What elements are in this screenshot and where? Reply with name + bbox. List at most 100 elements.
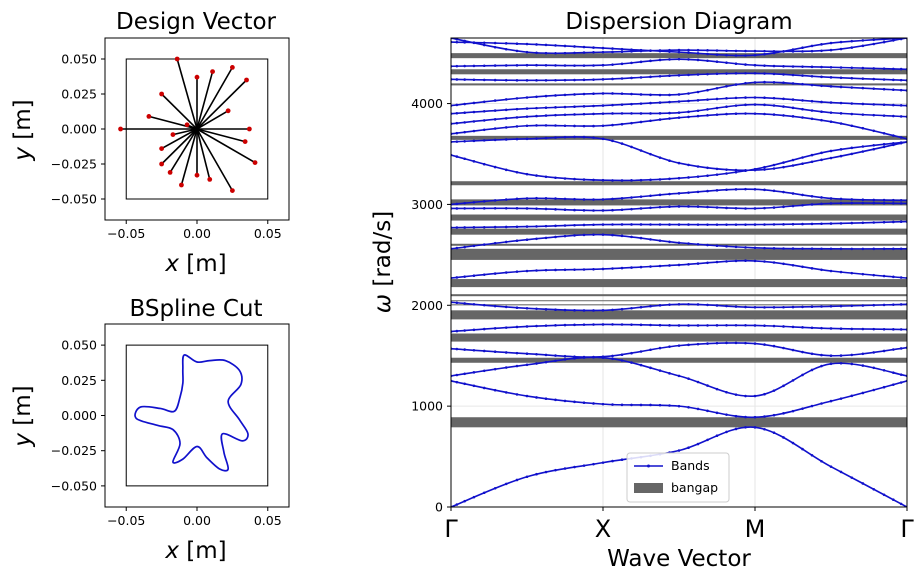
dispersion-band-point — [715, 53, 719, 56]
dispersion-band-point — [850, 152, 854, 156]
dispersion-band-point — [829, 41, 833, 45]
dispersion-band-point — [753, 342, 757, 345]
dispersion-band-point — [630, 351, 633, 355]
dispersion-band-point — [592, 136, 595, 139]
dispersion-band-point — [696, 223, 700, 226]
dispersion-band-point — [791, 409, 795, 413]
dispersion-band-point — [892, 198, 895, 202]
dispersion-band-point — [630, 207, 633, 211]
dispersion-band-point — [582, 233, 586, 237]
design-vector-spoke — [196, 128, 211, 180]
design-vector-y-var: y — [10, 147, 36, 162]
dispersion-band-point — [535, 43, 538, 46]
dispersion-band-point — [753, 103, 757, 106]
dispersion-band-point — [455, 380, 459, 384]
dispersion-band-point — [482, 162, 486, 166]
dispersion-band-point — [504, 326, 508, 329]
design-vector-point — [194, 172, 200, 178]
dispersion-band-point — [658, 264, 662, 268]
dispersion-band-point — [839, 354, 843, 357]
dispersion-band-point — [872, 327, 876, 331]
dispersion-band-point — [472, 244, 476, 248]
dispersion-band-point — [525, 225, 529, 228]
design-vector-y-tick-label: 0.050 — [61, 52, 97, 67]
dispersion-band-point — [620, 359, 624, 362]
dispersion-band-point — [801, 46, 804, 50]
dispersion-band-point — [601, 63, 605, 67]
dispersion-band-point — [706, 223, 709, 226]
dispersion-band-point — [544, 106, 548, 110]
dispersion-band-point — [554, 208, 557, 211]
dispersion-band-point — [829, 111, 833, 114]
dispersion-band-point — [882, 247, 886, 251]
bspline-x-label: x [m] — [164, 538, 226, 564]
dispersion-band-point — [687, 242, 690, 245]
dispersion-band-point — [573, 105, 576, 108]
dispersion-band-point — [620, 458, 624, 462]
design-vector-spoke — [196, 67, 234, 130]
dispersion-band-point — [801, 350, 804, 354]
dispersion-band-point — [463, 382, 466, 386]
dispersion-band-point — [504, 351, 508, 354]
dispersion-band-point — [515, 478, 519, 482]
design-vector-points — [118, 56, 258, 194]
dispersion-band-point — [630, 235, 633, 239]
dispersion-band-point — [872, 487, 876, 491]
dispersion-band-point — [563, 93, 567, 97]
dispersion-band-point — [544, 470, 548, 474]
dispersion-band-point — [892, 328, 895, 331]
dispersion-band-point — [861, 198, 865, 202]
design-vector-x-label: x [m] — [164, 251, 226, 277]
dispersion-band-point — [791, 325, 795, 329]
dispersion-band-point — [772, 96, 776, 100]
dispersion-band-point — [753, 415, 757, 419]
dispersion-band-point — [810, 267, 814, 270]
dispersion-band-point — [782, 97, 785, 101]
dispersion-band-point — [677, 324, 681, 327]
dispersion-bandgap — [451, 135, 907, 140]
dispersion-bandgap — [451, 214, 907, 221]
dispersion-band-point — [715, 411, 719, 415]
dispersion-band-point — [592, 233, 595, 236]
dispersion-band-point — [725, 172, 728, 175]
dispersion-band-point — [601, 461, 605, 464]
dispersion-band-point — [504, 207, 508, 210]
dispersion-band-point — [611, 357, 614, 361]
dispersion-band-point — [658, 239, 662, 242]
dispersion-band-point — [763, 246, 766, 250]
dispersion-band-point — [592, 267, 595, 271]
dispersion-band-point — [573, 93, 576, 96]
dispersion-band-point — [829, 465, 833, 468]
dispersion-band-point — [801, 193, 804, 197]
dispersion-band-point — [696, 58, 700, 62]
dispersion-band-point — [715, 260, 719, 264]
design-vector-spoke — [196, 128, 256, 164]
dispersion-band-point — [463, 201, 466, 205]
dispersion-band-point — [611, 223, 614, 226]
dispersion-band-point — [892, 88, 895, 92]
dispersion-band-point — [601, 309, 605, 312]
dispersion-band-point — [554, 94, 557, 97]
dispersion-band-point — [639, 178, 643, 182]
dispersion-band-point — [744, 54, 747, 57]
dispersion-band-point — [687, 176, 690, 179]
dispersion-band-point — [554, 468, 557, 472]
dispersion-band-point — [899, 198, 903, 202]
dispersion-band-point — [772, 163, 776, 167]
dispersion-band-point — [734, 341, 738, 345]
bspline-y-tick-label: 0.050 — [61, 338, 97, 353]
dispersion-band-point — [829, 120, 833, 124]
dispersion-band-point — [658, 193, 662, 197]
dispersion-band-point — [861, 66, 865, 70]
dispersion-band-point — [535, 137, 538, 140]
dispersion-band-point — [899, 347, 903, 350]
dispersion-band-point — [687, 163, 690, 167]
dispersion-band-point — [810, 83, 814, 87]
dispersion-band-point — [782, 81, 785, 85]
dispersion-band-point — [820, 110, 823, 114]
dispersion-band-point — [493, 118, 497, 121]
dispersion-band-point — [639, 76, 643, 79]
dispersion-band-point — [892, 103, 895, 107]
dispersion-band-point — [850, 353, 854, 357]
dispersion-band-point — [515, 364, 519, 368]
